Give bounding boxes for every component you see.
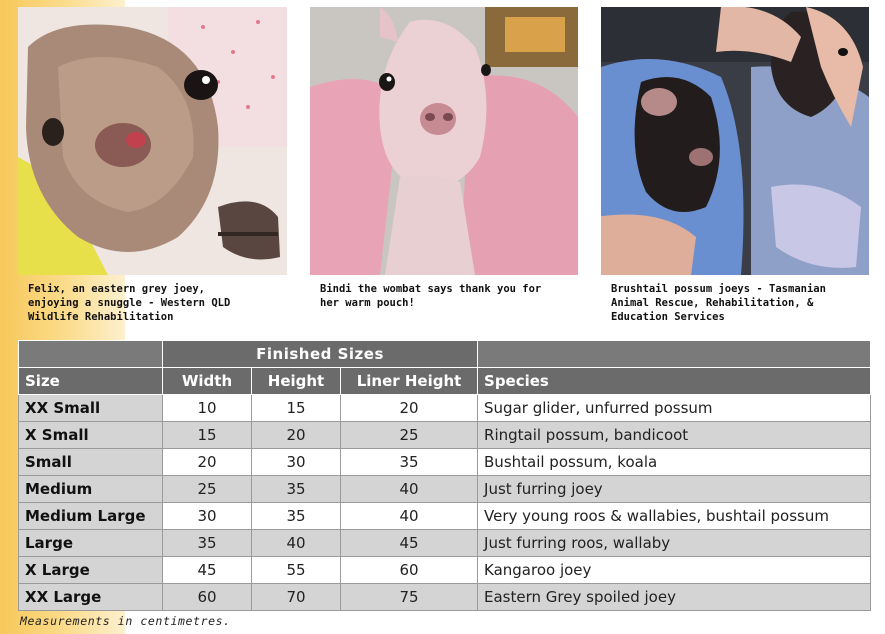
width-cell: 60 xyxy=(162,583,252,611)
photo-caption-possum: Brushtail possum joeys - Tasmanian Anima… xyxy=(611,283,826,323)
table-row: Small 20 30 35 Bushtail possum, koala xyxy=(18,448,872,476)
width-cell: 25 xyxy=(162,475,252,503)
size-cell: Medium xyxy=(18,475,163,503)
column-header-width: Width xyxy=(162,367,252,395)
table-group-header-row: Finished Sizes xyxy=(18,340,872,368)
size-cell: Medium Large xyxy=(18,502,163,530)
column-header-liner-height: Liner Height xyxy=(339,367,479,395)
header-spacer xyxy=(477,340,872,368)
photo-possum-joeys xyxy=(601,7,869,275)
size-cell: Small xyxy=(18,448,163,476)
size-cell: X Large xyxy=(18,556,163,584)
liner-height-cell: 40 xyxy=(339,475,479,503)
table-column-header-row: Size Width Height Liner Height Species xyxy=(18,367,872,395)
size-cell: XX Small xyxy=(18,394,163,422)
column-header-species: Species xyxy=(477,367,872,395)
liner-height-cell: 35 xyxy=(339,448,479,476)
width-cell: 15 xyxy=(162,421,252,449)
measurement-footnote: Measurements in centimetres. xyxy=(20,614,231,628)
height-cell: 70 xyxy=(251,583,341,611)
table-row: Large 35 40 45 Just furring roos, wallab… xyxy=(18,529,872,557)
liner-height-cell: 20 xyxy=(339,394,479,422)
liner-height-cell: 75 xyxy=(339,583,479,611)
species-cell: Ringtail possum, bandicoot xyxy=(477,421,872,449)
height-cell: 15 xyxy=(251,394,341,422)
species-cell: Sugar glider, unfurred possum xyxy=(477,394,872,422)
species-cell: Bushtail possum, koala xyxy=(477,448,872,476)
photo-grey-joey xyxy=(18,7,287,275)
liner-height-cell: 45 xyxy=(339,529,479,557)
height-cell: 55 xyxy=(251,556,341,584)
table-row: Medium 25 35 40 Just furring joey xyxy=(18,475,872,503)
finished-sizes-header: Finished Sizes xyxy=(161,340,479,368)
height-cell: 40 xyxy=(251,529,341,557)
liner-height-cell: 60 xyxy=(339,556,479,584)
species-cell: Just furring roos, wallaby xyxy=(477,529,872,557)
species-cell: Just furring joey xyxy=(477,475,872,503)
height-cell: 20 xyxy=(251,421,341,449)
table-row: XX Large 60 70 75 Eastern Grey spoiled j… xyxy=(18,583,872,611)
table-row: XX Small 10 15 20 Sugar glider, unfurred… xyxy=(18,394,872,422)
species-cell: Very young roos & wallabies, bushtail po… xyxy=(477,502,872,530)
table-row: Medium Large 30 35 40 Very young roos & … xyxy=(18,502,872,530)
species-cell: Kangaroo joey xyxy=(477,556,872,584)
column-header-size: Size xyxy=(18,367,163,395)
photo-caption-joey: Felix, an eastern grey joey, enjoying a … xyxy=(28,283,231,323)
header-spacer xyxy=(18,340,163,368)
size-cell: XX Large xyxy=(18,583,163,611)
height-cell: 30 xyxy=(251,448,341,476)
width-cell: 35 xyxy=(162,529,252,557)
species-cell: Eastern Grey spoiled joey xyxy=(477,583,872,611)
width-cell: 10 xyxy=(162,394,252,422)
width-cell: 45 xyxy=(162,556,252,584)
table-row: X Large 45 55 60 Kangaroo joey xyxy=(18,556,872,584)
height-cell: 35 xyxy=(251,502,341,530)
height-cell: 35 xyxy=(251,475,341,503)
liner-height-cell: 25 xyxy=(339,421,479,449)
column-header-height: Height xyxy=(251,367,341,395)
liner-height-cell: 40 xyxy=(339,502,479,530)
photo-caption-wombat: Bindi the wombat says thank you for her … xyxy=(320,283,542,309)
size-cell: Large xyxy=(18,529,163,557)
size-cell: X Small xyxy=(18,421,163,449)
finished-sizes-table: Finished Sizes Size Width Height Liner H… xyxy=(18,340,872,611)
width-cell: 30 xyxy=(162,502,252,530)
photo-wombat xyxy=(310,7,578,275)
table-row: X Small 15 20 25 Ringtail possum, bandic… xyxy=(18,421,872,449)
width-cell: 20 xyxy=(162,448,252,476)
